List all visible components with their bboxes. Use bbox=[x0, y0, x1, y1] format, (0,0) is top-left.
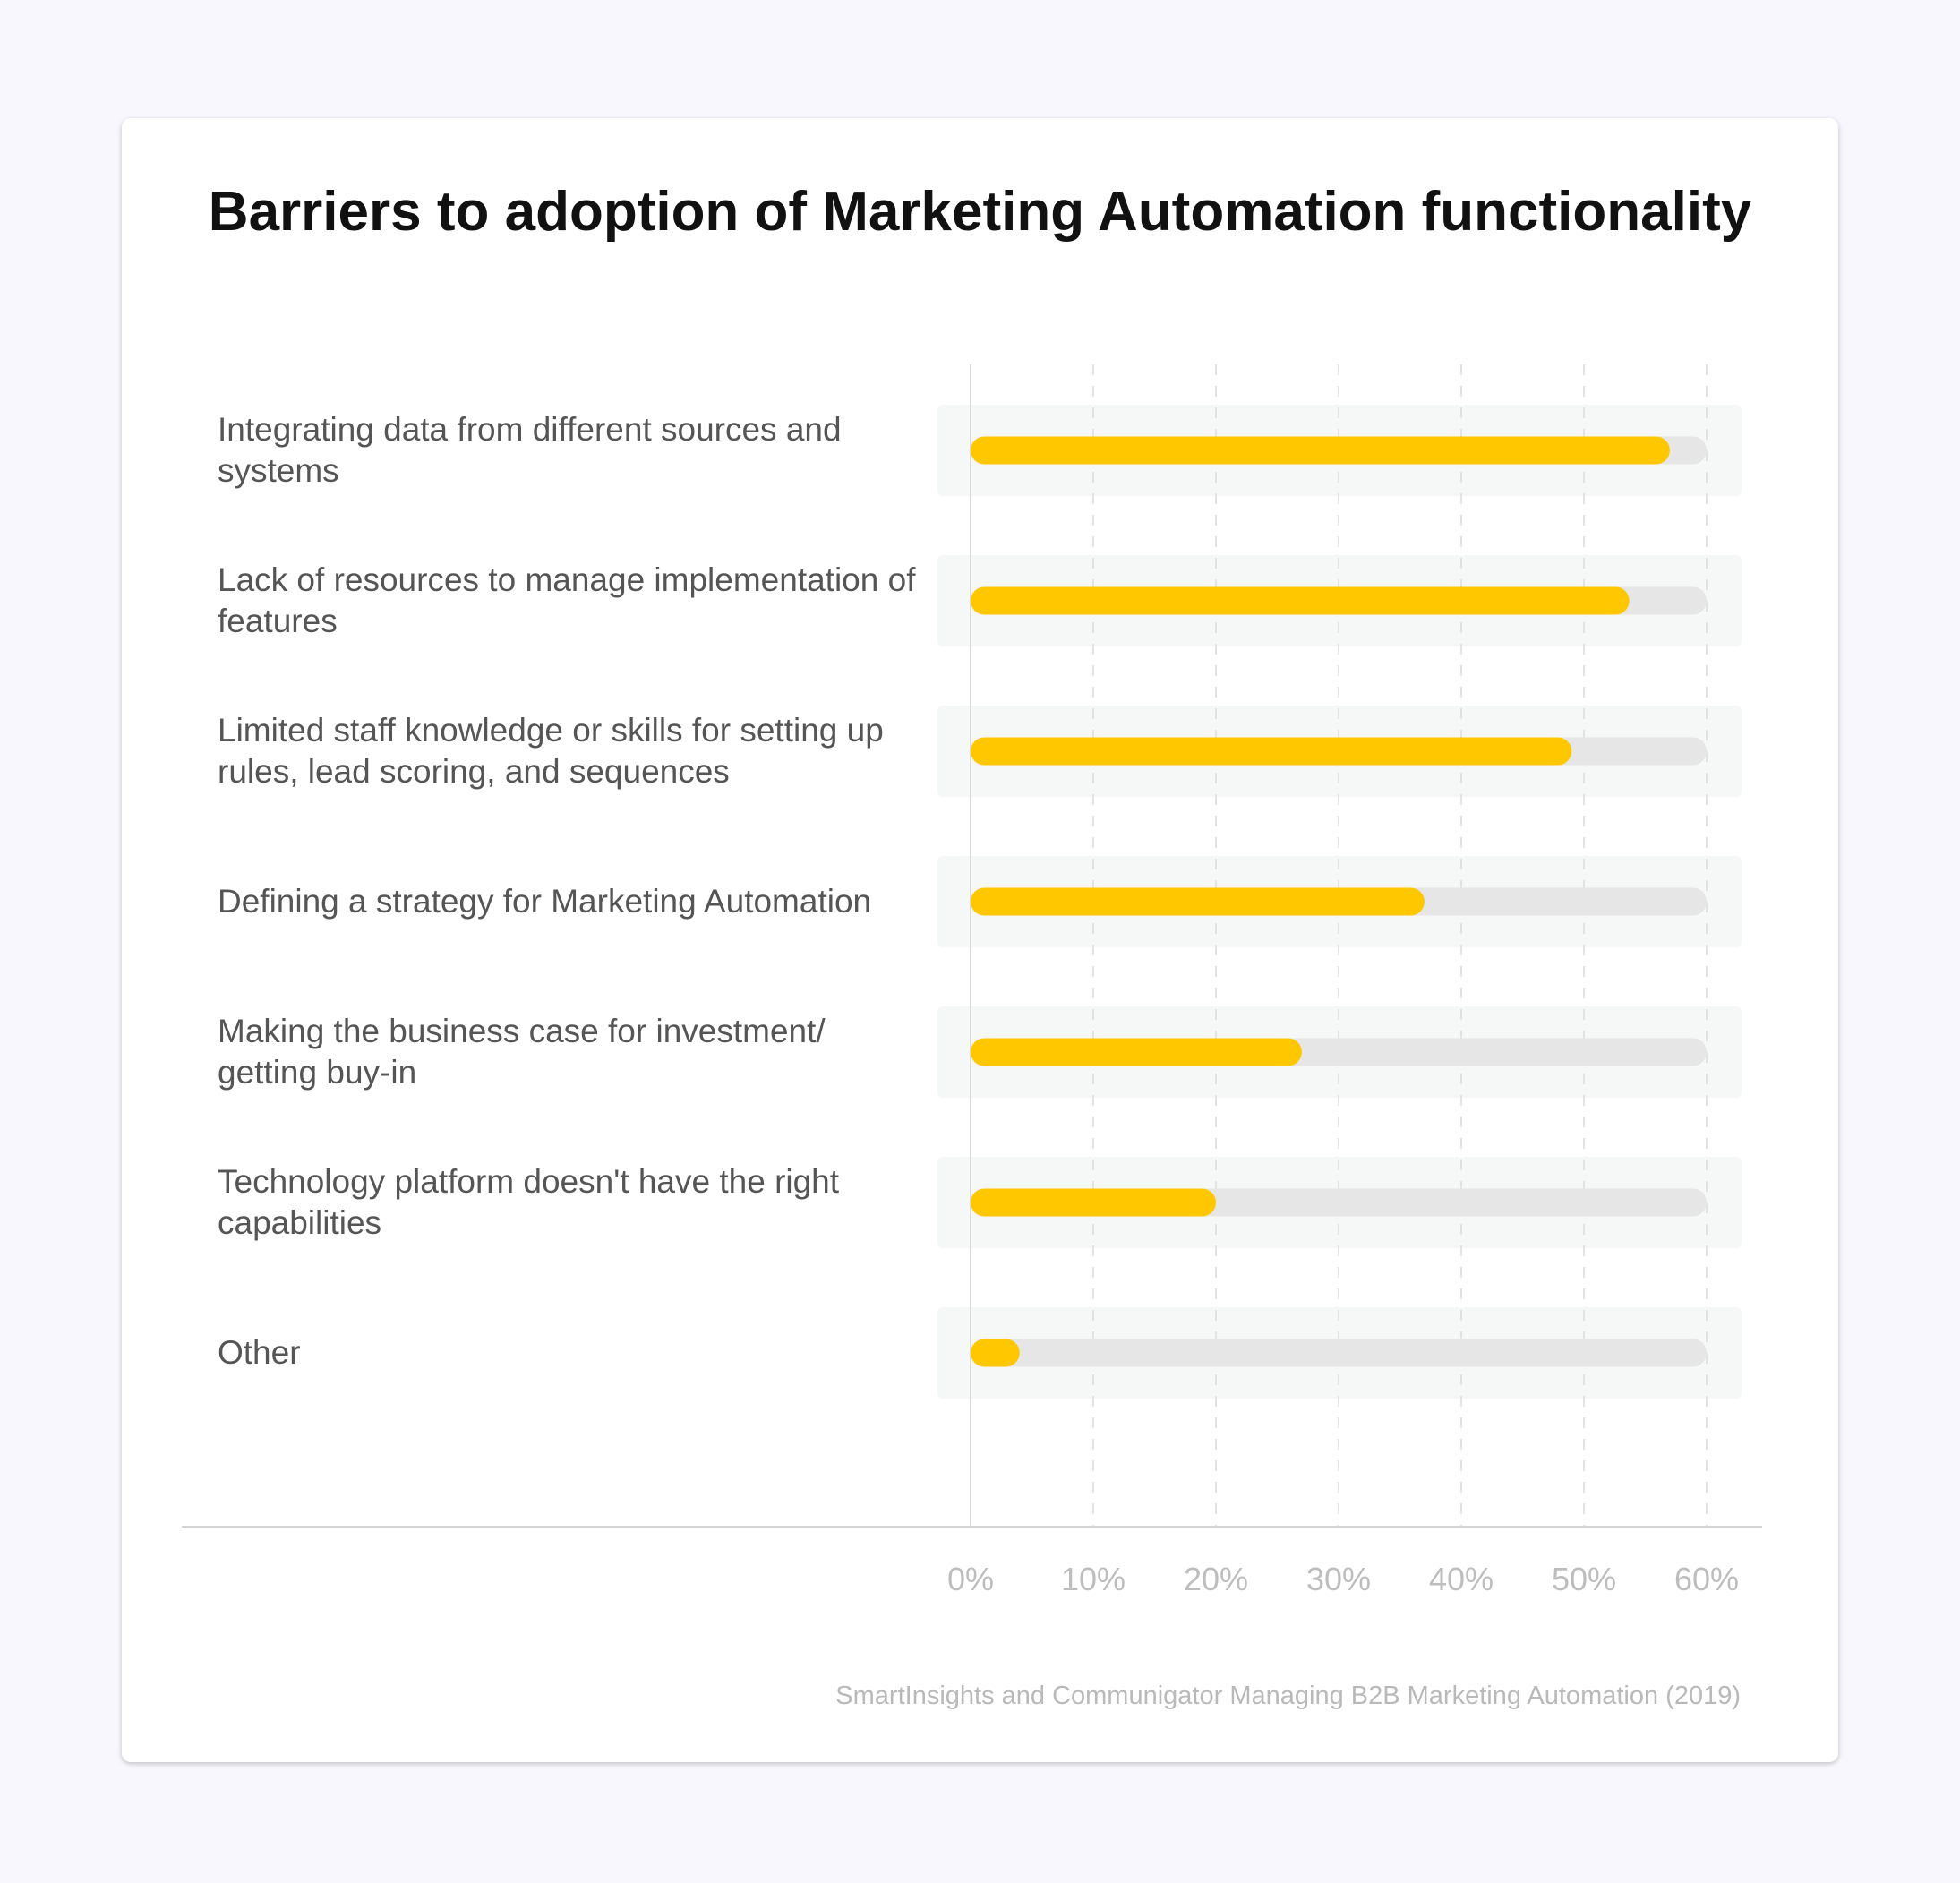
category-label: Defining a strategy for Marketing Automa… bbox=[218, 883, 872, 920]
x-tick-label: 20% bbox=[1184, 1561, 1248, 1597]
bar-track bbox=[971, 1339, 1707, 1367]
category-label: Limited staff knowledge or skills for se… bbox=[218, 712, 884, 790]
bar bbox=[971, 1038, 1302, 1066]
category-label: Technology platform doesn't have the rig… bbox=[218, 1163, 840, 1241]
bar bbox=[971, 1188, 1216, 1217]
x-tick-label: 30% bbox=[1306, 1561, 1371, 1597]
category-label: Other bbox=[218, 1334, 301, 1371]
source-note: SmartInsights and Communigator Managing … bbox=[835, 1682, 1741, 1710]
category-label: Lack of resources to manage implementati… bbox=[218, 561, 916, 639]
chart-title: Barriers to adoption of Marketing Automa… bbox=[208, 181, 1752, 243]
x-tick-label: 40% bbox=[1429, 1561, 1494, 1597]
x-tick-label: 10% bbox=[1061, 1561, 1126, 1597]
bar bbox=[971, 586, 1630, 615]
category-label: Integrating data from different sources … bbox=[218, 411, 842, 489]
bar bbox=[971, 436, 1670, 465]
bar bbox=[971, 737, 1572, 766]
category-label: Making the business case for investment/… bbox=[218, 1013, 826, 1091]
x-tick-label: 0% bbox=[947, 1561, 994, 1597]
x-tick-label: 60% bbox=[1674, 1561, 1739, 1597]
bar bbox=[971, 887, 1425, 916]
x-tick-label: 50% bbox=[1552, 1561, 1616, 1597]
bar bbox=[971, 1339, 1020, 1367]
